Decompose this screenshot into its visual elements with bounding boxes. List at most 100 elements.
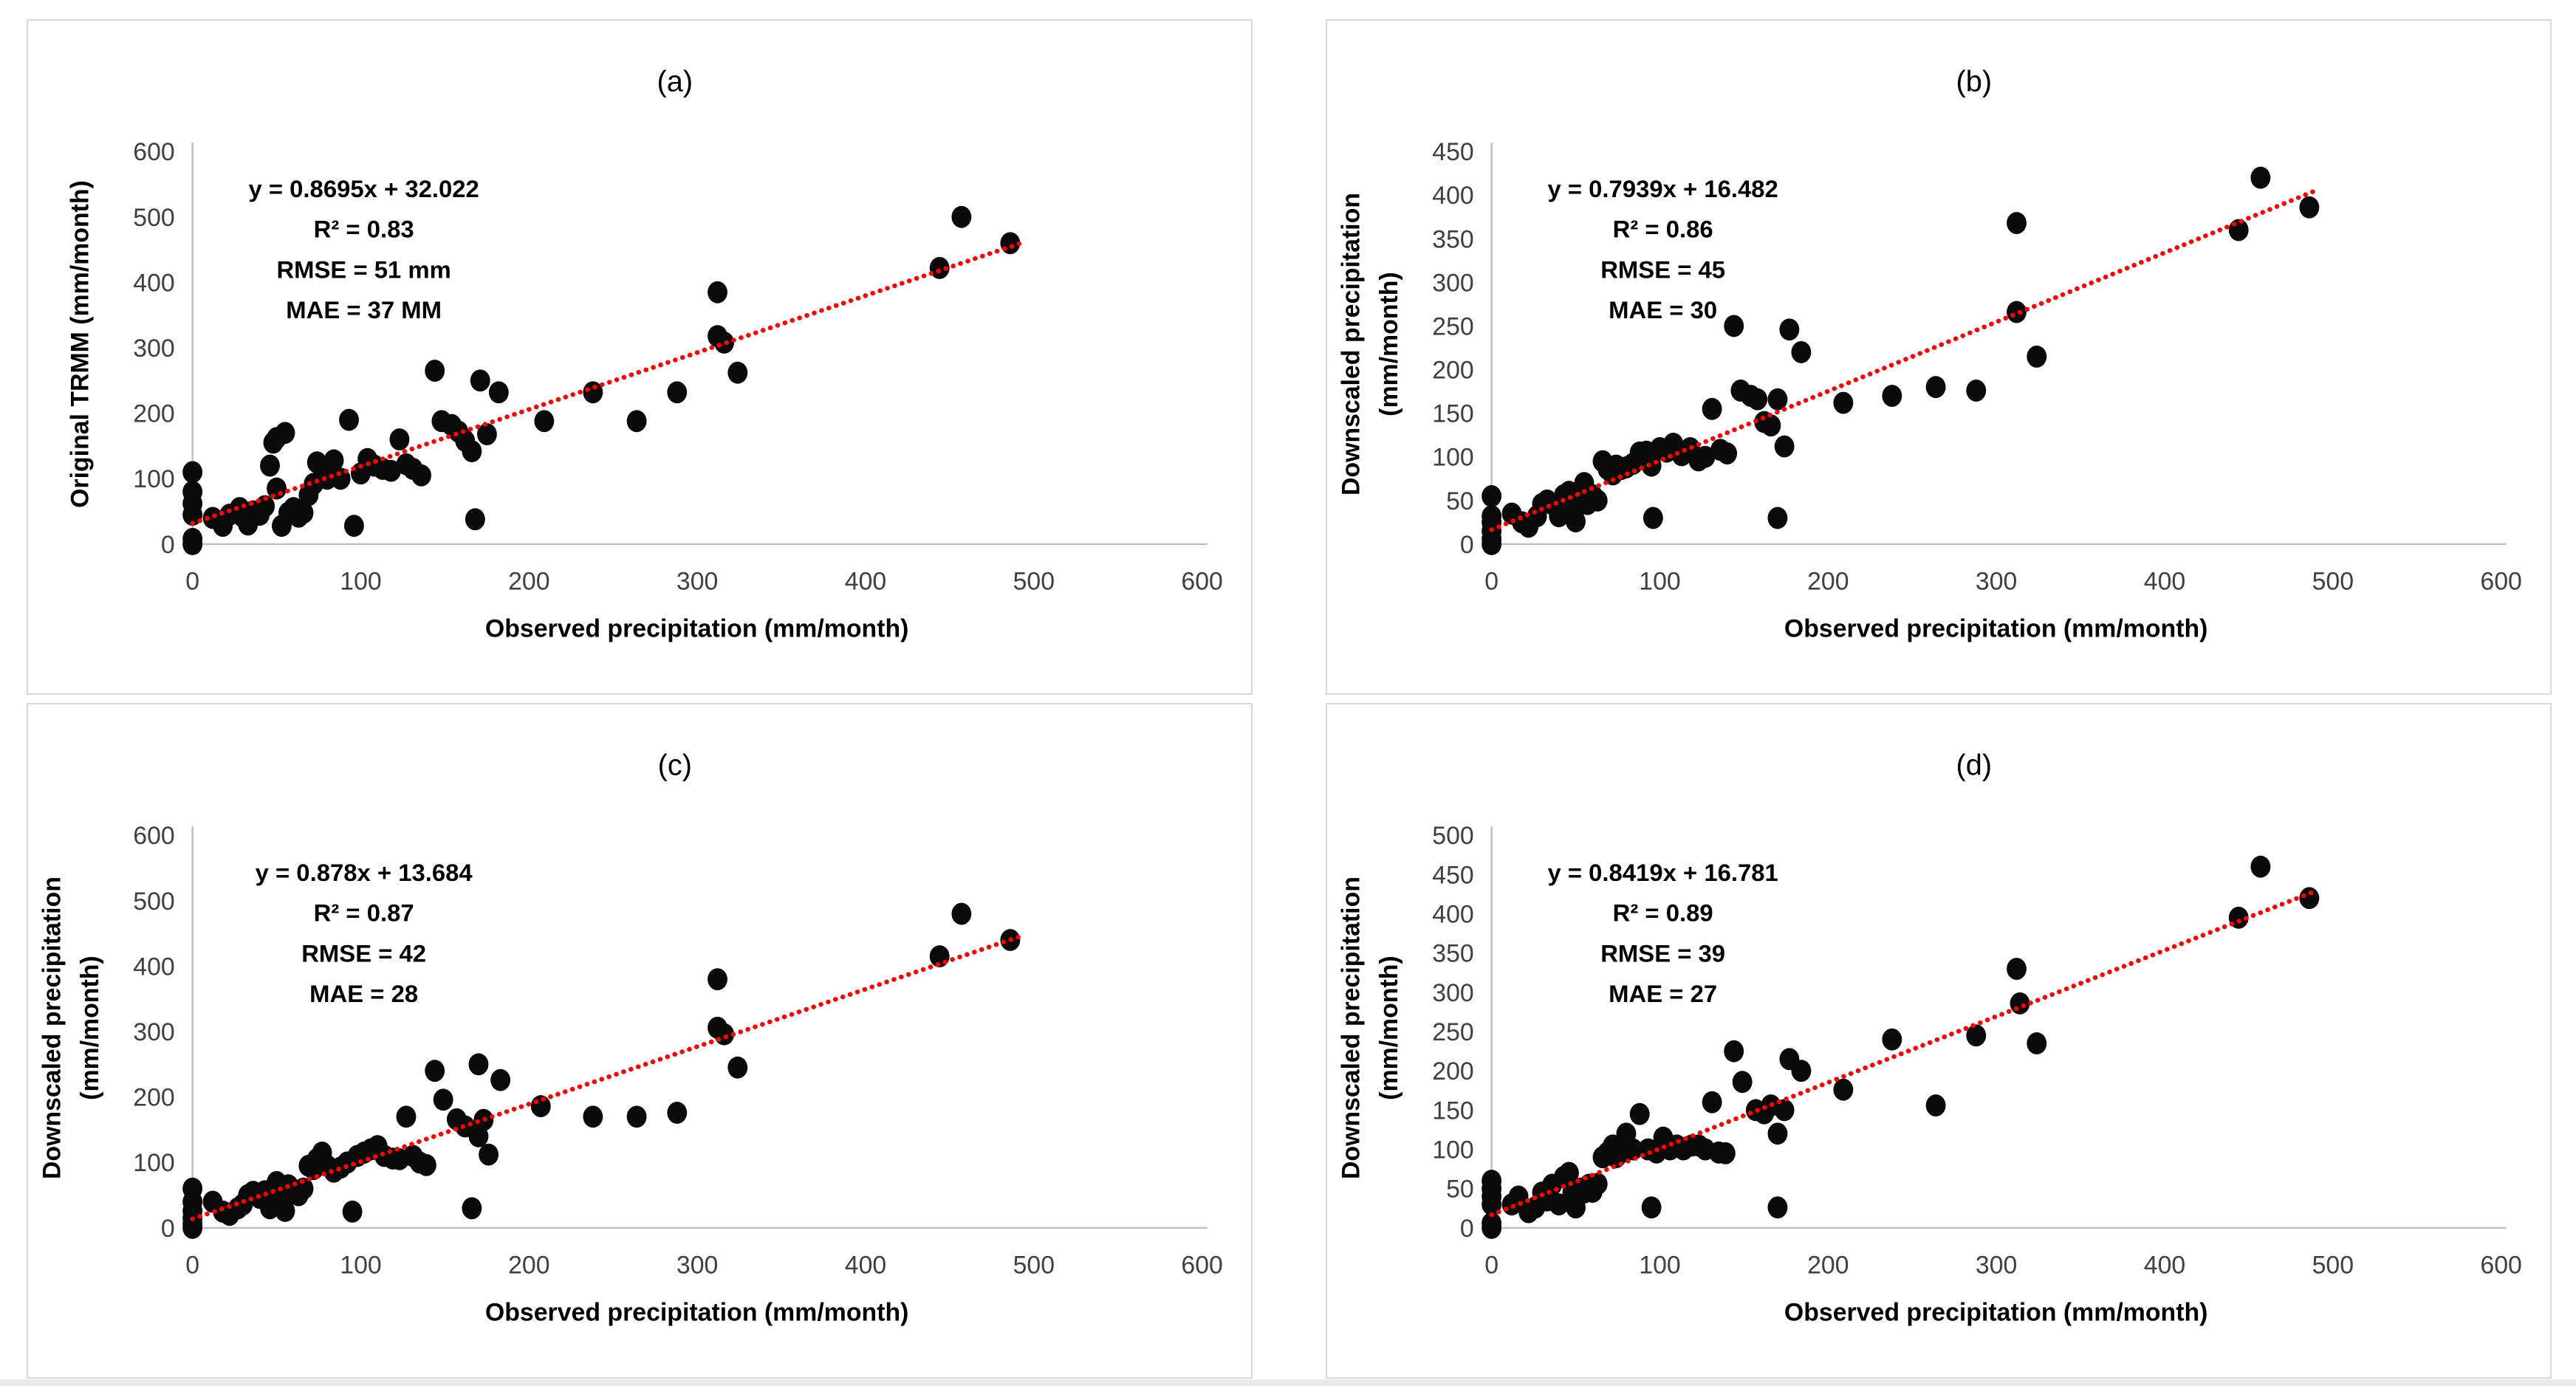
data-point	[708, 968, 727, 991]
equation-text: y = 0.878x + 13.684	[256, 859, 473, 886]
y-tick-label: 300	[133, 335, 174, 363]
x-tick-label: 0	[185, 1252, 199, 1280]
data-point	[1833, 1078, 1854, 1101]
y-tick-label: 200	[1432, 357, 1473, 385]
y-tick-label: 350	[1432, 940, 1473, 968]
r-squared-text: R² = 0.86	[1613, 216, 1713, 243]
data-point	[1767, 1122, 1788, 1145]
y-tick-label: 400	[133, 269, 174, 297]
data-point	[1882, 385, 1902, 408]
trendline	[190, 241, 1023, 526]
data-point	[465, 508, 485, 531]
data-point	[425, 360, 445, 382]
data-point	[182, 461, 203, 484]
y-tick-label: 100	[1432, 1136, 1473, 1164]
y-axis-title-line: Downscaled precipitation	[1337, 193, 1365, 495]
data-point	[425, 1060, 445, 1083]
y-tick-label: 200	[1432, 1057, 1473, 1085]
data-point	[293, 1177, 314, 1200]
data-point	[727, 1056, 748, 1079]
trendline	[190, 933, 1023, 1221]
x-axis-title: Observed precipitation (mm/month)	[1784, 614, 2208, 642]
data-point	[583, 381, 603, 404]
data-point	[1559, 1162, 1579, 1184]
data-point	[951, 205, 972, 228]
data-point	[2250, 855, 2271, 878]
chart-a: (a) 0 100 200 300 400 500 600 0 100 200 300 400 500 60…	[66, 66, 1223, 643]
data-point	[1549, 1193, 1569, 1215]
data-point	[267, 477, 287, 500]
x-tick-label: 300	[676, 1252, 718, 1280]
data-point	[2007, 958, 2027, 980]
x-tick-label: 200	[508, 1252, 549, 1280]
data-point	[2250, 166, 2271, 189]
y-tick-label: 0	[161, 531, 175, 559]
data-point	[2007, 301, 2027, 323]
y-tick-label: 350	[1432, 225, 1473, 253]
data-point	[1761, 414, 1781, 437]
x-tick-label: 300	[676, 568, 718, 596]
x-tick-label: 0	[1484, 568, 1498, 596]
x-tick-label: 400	[845, 1252, 886, 1280]
data-point	[667, 381, 688, 404]
data-point	[1966, 379, 1987, 402]
y-tick-label: 0	[1460, 531, 1474, 559]
y-tick-label: 0	[161, 1215, 175, 1243]
y-axis-title-line: (mm/month)	[1375, 956, 1403, 1100]
data-point	[488, 381, 509, 404]
rmse-text: RMSE = 51 mm	[276, 255, 451, 283]
data-point	[1587, 1173, 1608, 1195]
data-point	[416, 1153, 436, 1176]
data-point	[1779, 318, 1800, 341]
data-point	[1925, 376, 1946, 399]
data-point	[396, 1105, 417, 1128]
data-point	[1642, 507, 1663, 529]
y-tick-label: 250	[1432, 312, 1473, 340]
y-axis-title-line: Downscaled precipitation	[38, 876, 66, 1179]
x-tick-label: 400	[2144, 1252, 2185, 1280]
r-squared-text: R² = 0.89	[1613, 899, 1713, 927]
y-tick-label: 450	[1432, 138, 1473, 166]
data-point	[182, 1177, 203, 1200]
y-tick-label: 250	[1432, 1018, 1473, 1046]
r-squared-text: R² = 0.83	[314, 216, 414, 243]
x-tick-label: 300	[1976, 1252, 2017, 1280]
r-squared-text: R² = 0.87	[314, 899, 414, 927]
y-tick-label: 500	[133, 888, 174, 916]
y-axis-title-line: Downscaled precipitation	[1337, 876, 1365, 1179]
x-tick-label: 600	[1181, 1252, 1222, 1280]
data-point	[2027, 1032, 2047, 1054]
data-point	[951, 902, 972, 925]
data-point	[2299, 196, 2320, 219]
data-point	[1587, 489, 1608, 512]
data-point	[342, 1200, 363, 1223]
rmse-text: RMSE = 39	[1600, 939, 1725, 967]
data-point	[260, 454, 280, 477]
x-tick-label: 100	[340, 568, 381, 596]
trendline	[1489, 888, 2319, 1218]
panel-d: (d) 0 50 100 150 200 250 300 350 400 450 500 0 100 200…	[1326, 703, 2552, 1379]
y-tick-label: 100	[1432, 444, 1473, 472]
y-tick-label: 300	[1432, 979, 1473, 1007]
x-axis-title: Observed precipitation (mm/month)	[485, 1298, 909, 1326]
data-point	[1767, 1196, 1788, 1219]
data-point	[2007, 212, 2027, 235]
y-tick-label: 400	[133, 953, 174, 981]
x-tick-label: 500	[2312, 568, 2354, 596]
x-tick-label: 100	[340, 1252, 381, 1280]
data-point	[293, 501, 314, 524]
data-point	[2010, 992, 2030, 1015]
data-point	[1767, 388, 1788, 411]
panel-title: (c)	[658, 749, 692, 782]
data-point	[182, 527, 203, 550]
y-tick-label: 100	[133, 465, 174, 493]
data-point	[1641, 1196, 1662, 1219]
data-point	[1481, 484, 1502, 507]
x-tick-label: 100	[1639, 1252, 1680, 1280]
data-point	[339, 408, 359, 431]
data-point	[1481, 1170, 1502, 1193]
x-tick-label: 200	[1807, 1252, 1849, 1280]
data-point	[929, 256, 950, 279]
data-point	[1732, 1071, 1753, 1094]
data-point	[1774, 1099, 1795, 1122]
